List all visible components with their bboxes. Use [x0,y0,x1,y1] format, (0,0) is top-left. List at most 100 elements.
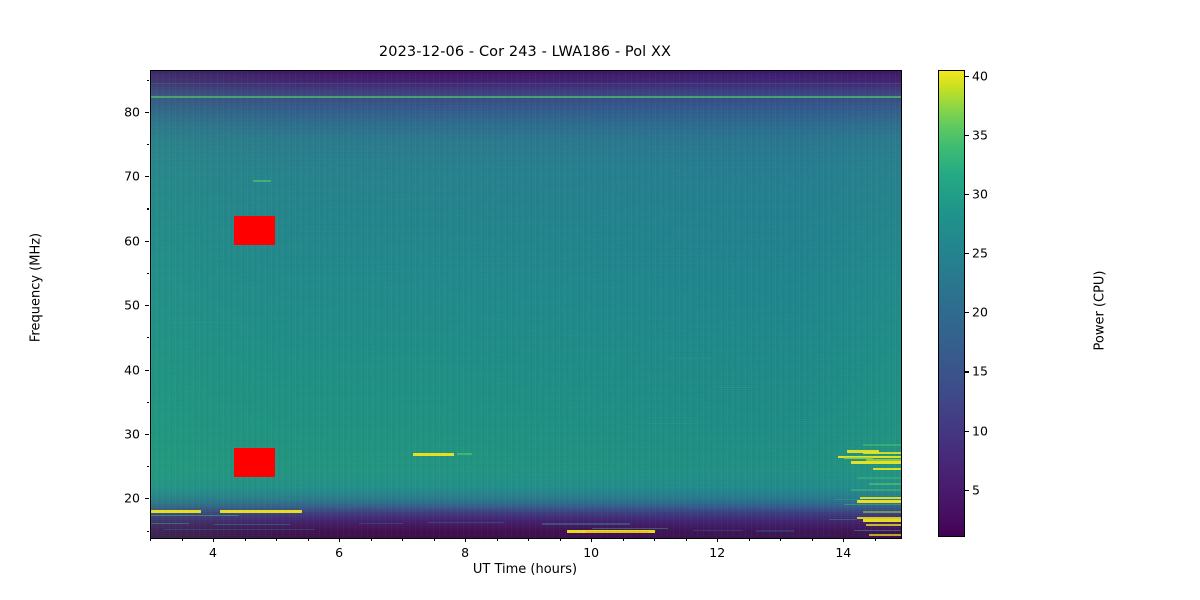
y-axis-tick [145,369,149,371]
rfi-streak [834,498,864,501]
colorbar-tick-label: 35 [972,127,988,143]
rfi-streak [151,510,202,513]
x-axis-minor-tick [528,538,530,541]
x-axis-minor-tick [496,538,498,541]
rfi-streak [787,420,826,422]
spectrogram-plot-area [150,70,902,539]
x-axis-tick-label: 10 [583,545,600,560]
rfi-streak [828,518,857,521]
colorbar-tick-label: 25 [972,245,988,261]
y-axis-minor-tick [146,401,149,403]
x-axis-tick [213,538,215,542]
rfi-streak [358,523,404,525]
rfi-streak [693,529,744,531]
spectrogram-time-modulation [151,71,901,538]
y-axis-tick [145,498,149,500]
y-axis-tick [145,433,149,436]
rfi-streak [844,456,873,460]
y-axis-minor-tick [146,466,149,468]
x-axis-tick-label: 8 [461,545,470,560]
rfi-streak [648,422,693,424]
rfi-streak [866,458,901,461]
rfi-streak [456,452,473,455]
x-axis-tick-label: 6 [335,545,344,560]
rfi-streak [667,357,712,359]
colorbar-tick-label: 40 [972,68,988,84]
rfi-streak [872,467,901,470]
rfi-streak [253,179,271,182]
colorbar-tick [965,75,969,77]
colorbar-tick [965,253,969,255]
y-axis-minor-tick [146,337,149,339]
chart-title: 2023-12-06 - Cor 243 - LWA186 - Pol XX [378,44,672,60]
x-axis-minor-tick [622,538,624,541]
x-axis-label: UT Time (hours) [472,562,578,577]
rfi-streak [412,452,454,456]
spectrogram-image [151,71,901,538]
colorbar-gradient [938,70,965,537]
x-axis-minor-tick [874,538,876,541]
x-axis-tick [339,538,341,542]
y-axis-tick-label: 40 [124,362,140,378]
rfi-streak [163,528,315,531]
rfi-streak [850,489,901,491]
y-axis-tick [145,240,149,242]
rfi-streak [585,530,649,533]
x-axis-minor-tick [150,538,152,541]
rfi-streak [428,521,504,524]
rfi-streak [151,514,240,517]
x-axis-tick-label: 14 [835,545,852,560]
x-axis-minor-tick [370,538,372,541]
x-axis-minor-tick [780,538,782,541]
y-axis-tick-label: 20 [124,490,140,506]
y-axis-tick-label: 70 [124,168,140,184]
y-axis-tick-label: 80 [124,104,140,120]
spectrogram-row-texture [151,71,901,538]
y-axis-tick-label: 30 [124,426,140,442]
x-axis-minor-tick [276,538,278,541]
x-axis-tick-label: 12 [709,545,726,560]
colorbar-tick [965,371,969,373]
colorbar-tick-label: 30 [972,186,988,202]
y-axis-minor-tick [146,208,149,210]
x-axis-minor-tick [402,538,404,541]
rfi-streak [220,510,303,513]
rfi-streak [860,496,901,499]
x-axis-tick [717,538,719,542]
colorbar-tick-label: 5 [972,482,980,498]
x-axis-minor-tick [685,538,687,541]
rfi-streak [847,450,879,453]
rfi-streak [856,477,901,480]
x-axis-minor-tick [748,538,750,541]
rfi-streak [869,483,901,485]
x-axis-tick-label: 4 [209,545,217,560]
y-axis-label: Frequency (MHz) [28,232,44,343]
x-axis-minor-tick [559,538,561,541]
rfi-streak-layer [151,71,901,538]
y-axis-minor-tick [146,272,149,274]
rfi-streak [869,534,901,536]
rfi-streak [718,386,757,388]
rfi-streak [863,519,901,522]
y-axis-tick [145,176,149,178]
spectrogram-noise-stripes [151,71,901,538]
rfi-streak [856,516,901,519]
colorbar-label: Power (CPU) [1092,270,1108,351]
rfi-streak [863,443,901,446]
y-axis-tick [145,305,149,307]
y-axis-minor-tick [146,144,149,146]
rfi-streak [151,83,901,85]
x-axis-minor-tick [811,538,813,541]
y-axis-tick-label: 60 [124,233,140,249]
rfi-streak [592,527,668,530]
flagged-block-upper [234,215,276,245]
x-axis-minor-tick [654,538,656,541]
flagged-region-layer [151,71,901,538]
rfi-streak [856,499,901,503]
colorbar-tick-label: 20 [972,304,988,320]
x-axis-minor-tick [433,538,435,541]
colorbar-tick [965,312,969,314]
rfi-streak [541,523,630,525]
rfi-streak [863,510,901,513]
x-axis-minor-tick [307,538,309,541]
